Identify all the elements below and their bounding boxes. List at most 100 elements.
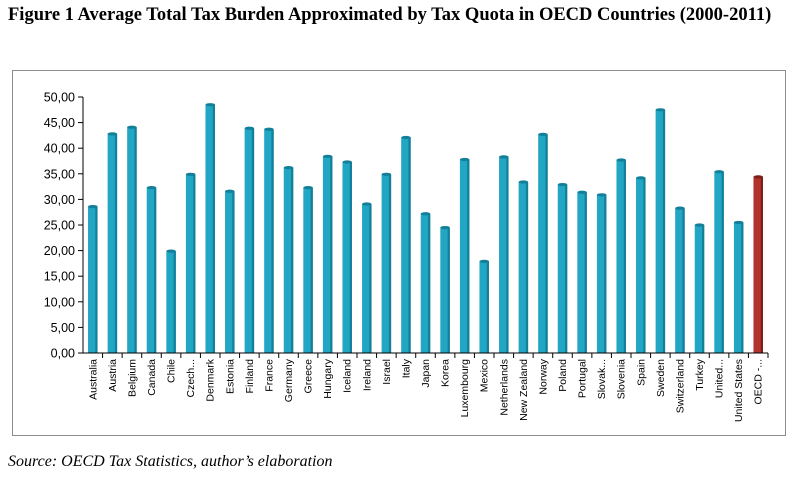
bar-body	[733, 222, 744, 353]
x-category-label: Switzerland	[674, 359, 686, 413]
y-tick-label: 40,00	[44, 142, 75, 156]
bar-body	[127, 127, 137, 353]
bar	[675, 206, 685, 353]
bar-shade	[369, 204, 372, 353]
bar-shade	[506, 156, 509, 353]
x-category-label: Poland	[557, 359, 569, 392]
bar-cap	[538, 132, 548, 136]
bar-body	[88, 206, 98, 353]
x-category-label: Sweden	[655, 359, 667, 397]
bar-body	[714, 171, 724, 353]
bar-body	[420, 213, 431, 353]
bar	[205, 103, 215, 354]
x-category-label: Israel	[381, 359, 393, 385]
bar-shade	[486, 261, 489, 353]
bar-shade	[565, 184, 568, 353]
bar-shade	[662, 109, 666, 353]
x-category-label: Netherlands	[498, 359, 510, 416]
y-tick-label: 45,00	[44, 116, 75, 130]
bar	[342, 160, 352, 353]
bar	[440, 225, 450, 353]
bar	[616, 158, 626, 353]
bar-cap	[225, 189, 235, 193]
y-tick-label: 20,00	[44, 244, 75, 258]
x-category-label: Portugal	[577, 359, 589, 398]
bar-cap	[166, 249, 176, 253]
x-category-label: Italy	[400, 358, 412, 378]
bar	[518, 180, 529, 353]
bar-cap	[636, 176, 646, 180]
bar-shade	[388, 174, 392, 353]
bar-shade	[525, 181, 529, 353]
bar-body	[401, 137, 411, 353]
bar	[88, 204, 98, 353]
bars	[88, 103, 763, 354]
bar-body	[381, 174, 392, 353]
bar	[499, 155, 509, 353]
bar	[185, 172, 196, 353]
bar-shade	[702, 225, 705, 353]
bar-body	[538, 134, 548, 353]
bar	[753, 175, 763, 353]
x-category-label: Turkey	[694, 358, 706, 390]
bar	[694, 223, 705, 353]
y-tick-label: 30,00	[44, 193, 75, 207]
bar-shade	[682, 208, 685, 353]
bar	[381, 172, 392, 353]
bar-chart: 0,00 5,00 10,00 15,00 20,00 25,00 30,00 35,00 40…	[44, 91, 769, 422]
bar-cap	[675, 206, 685, 210]
x-category-label: Denmark	[205, 358, 217, 401]
bar-cap	[694, 223, 705, 227]
bar-shade	[349, 162, 352, 353]
bar-shade	[95, 206, 98, 353]
x-category-label: Norway	[537, 358, 549, 394]
bar-shade	[545, 134, 548, 353]
x-category-label: Ireland	[361, 359, 373, 391]
figure-caption: Figure 1 Average Total Tax Burden Approx…	[8, 5, 772, 25]
bar-cap	[205, 103, 215, 107]
x-category-label: Chile	[166, 359, 178, 383]
bar-cap	[616, 158, 626, 162]
y-tick-label: 25,00	[44, 219, 75, 233]
bar-body	[166, 251, 176, 353]
bar-shade	[428, 213, 431, 353]
x-category-label: Finland	[244, 359, 256, 394]
bar-cap	[146, 186, 157, 190]
bar-cap	[733, 220, 744, 225]
bar-body	[146, 187, 157, 353]
bar-shade	[721, 171, 724, 353]
bar-body	[518, 181, 529, 353]
bar-body	[205, 104, 215, 354]
bar-body	[694, 225, 705, 353]
bar-shade	[291, 167, 294, 353]
figure-source: Source: OECD Tax Statistics, author’s el…	[8, 453, 333, 470]
bar-shade	[114, 133, 118, 353]
x-category-label: Korea	[440, 359, 452, 387]
bar-body	[636, 177, 646, 353]
bar-cap	[714, 170, 724, 174]
bar	[146, 186, 157, 353]
bar-cap	[655, 108, 666, 112]
x-category-label: Czech...	[185, 359, 197, 398]
bar	[264, 127, 274, 353]
bar-cap	[401, 135, 411, 140]
bar	[538, 132, 548, 353]
bar-shade	[760, 176, 763, 353]
x-category-label: OECD -...	[753, 359, 765, 405]
x-category-label: Japan	[420, 359, 432, 388]
bar-cap	[499, 155, 509, 159]
x-category-label: Hungary	[322, 358, 334, 398]
bar-body	[342, 162, 352, 353]
bar-cap	[185, 172, 196, 176]
bar-shade	[741, 222, 744, 353]
bar	[655, 108, 666, 353]
x-category-label: Luxembourg	[459, 359, 471, 418]
y-tick-label: 0,00	[51, 347, 75, 361]
bar-body	[753, 176, 763, 353]
bar-shade	[212, 104, 215, 354]
bar	[244, 126, 255, 353]
y-tick-label: 35,00	[44, 167, 75, 181]
bar-body	[303, 187, 313, 353]
bar-body	[225, 191, 235, 353]
x-category-label: United States	[733, 359, 745, 422]
